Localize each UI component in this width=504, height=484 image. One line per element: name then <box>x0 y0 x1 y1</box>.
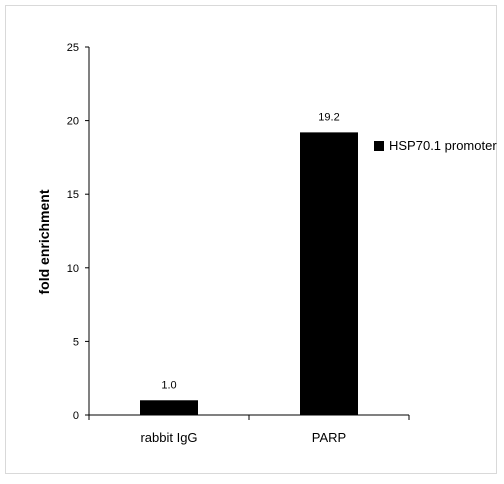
y-tick-label: 15 <box>67 189 79 201</box>
y-axis-label: fold enrichment <box>36 189 52 294</box>
y-tick-label: 5 <box>73 336 79 348</box>
data-label: 1.0 <box>161 379 176 391</box>
bar <box>300 132 358 415</box>
y-tick-label: 10 <box>67 263 79 275</box>
bar <box>140 400 198 415</box>
x-tick-label: rabbit IgG <box>140 430 197 445</box>
legend-label: HSP70.1 promoter <box>389 138 497 153</box>
y-tick-label: 20 <box>67 116 79 128</box>
y-tick-label: 25 <box>67 42 79 54</box>
legend-swatch <box>374 141 384 151</box>
y-tick-label: 0 <box>73 410 79 422</box>
plot-area: 0 5 10 15 20 25 1.0 rabbit IgG 19.2 PARP <box>67 42 410 445</box>
data-label: 19.2 <box>318 111 339 123</box>
x-tick-label: PARP <box>312 430 346 445</box>
chart-frame <box>5 5 497 474</box>
legend: HSP70.1 promoter <box>374 138 497 153</box>
